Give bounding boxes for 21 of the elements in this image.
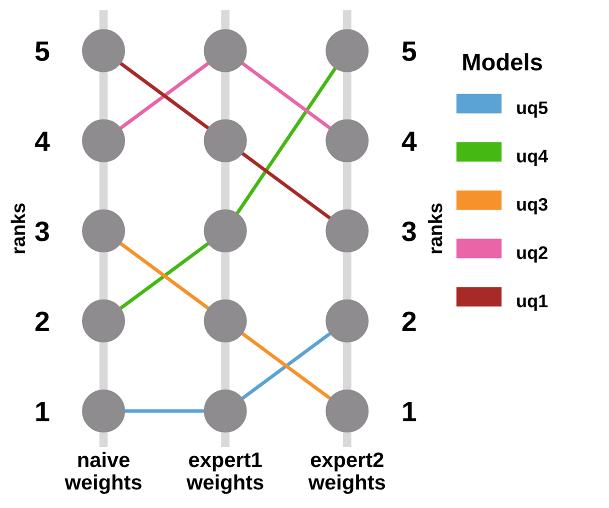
x-tick-label: expert2 weights (308, 452, 386, 494)
y2-tick-label: 3 (402, 222, 416, 242)
legend-label: uq4 (517, 150, 548, 166)
y-axis-title: ranks (10, 203, 26, 254)
y-tick-label: 4 (34, 132, 50, 151)
y-tick-label: 2 (35, 312, 49, 331)
x-tick-label: expert1 weights (186, 452, 264, 494)
y-tick-label: 5 (35, 42, 50, 62)
y2-axis-title: ranks (428, 203, 442, 254)
y-tick-label: 1 (36, 402, 50, 422)
x-tick-label: naive weights (64, 452, 142, 494)
y-tick-label: 3 (35, 222, 49, 242)
y2-tick-label: 1 (403, 402, 416, 422)
legend-title: Models (463, 53, 542, 71)
y2-tick-label: 5 (402, 42, 416, 62)
legend-label: uq2 (517, 246, 548, 263)
y2-tick-label: 4 (402, 132, 417, 151)
legend-label: uq5 (517, 102, 548, 118)
legend-label: uq3 (517, 198, 548, 214)
y2-tick-label: 2 (402, 312, 416, 331)
legend-label: uq1 (517, 294, 548, 311)
